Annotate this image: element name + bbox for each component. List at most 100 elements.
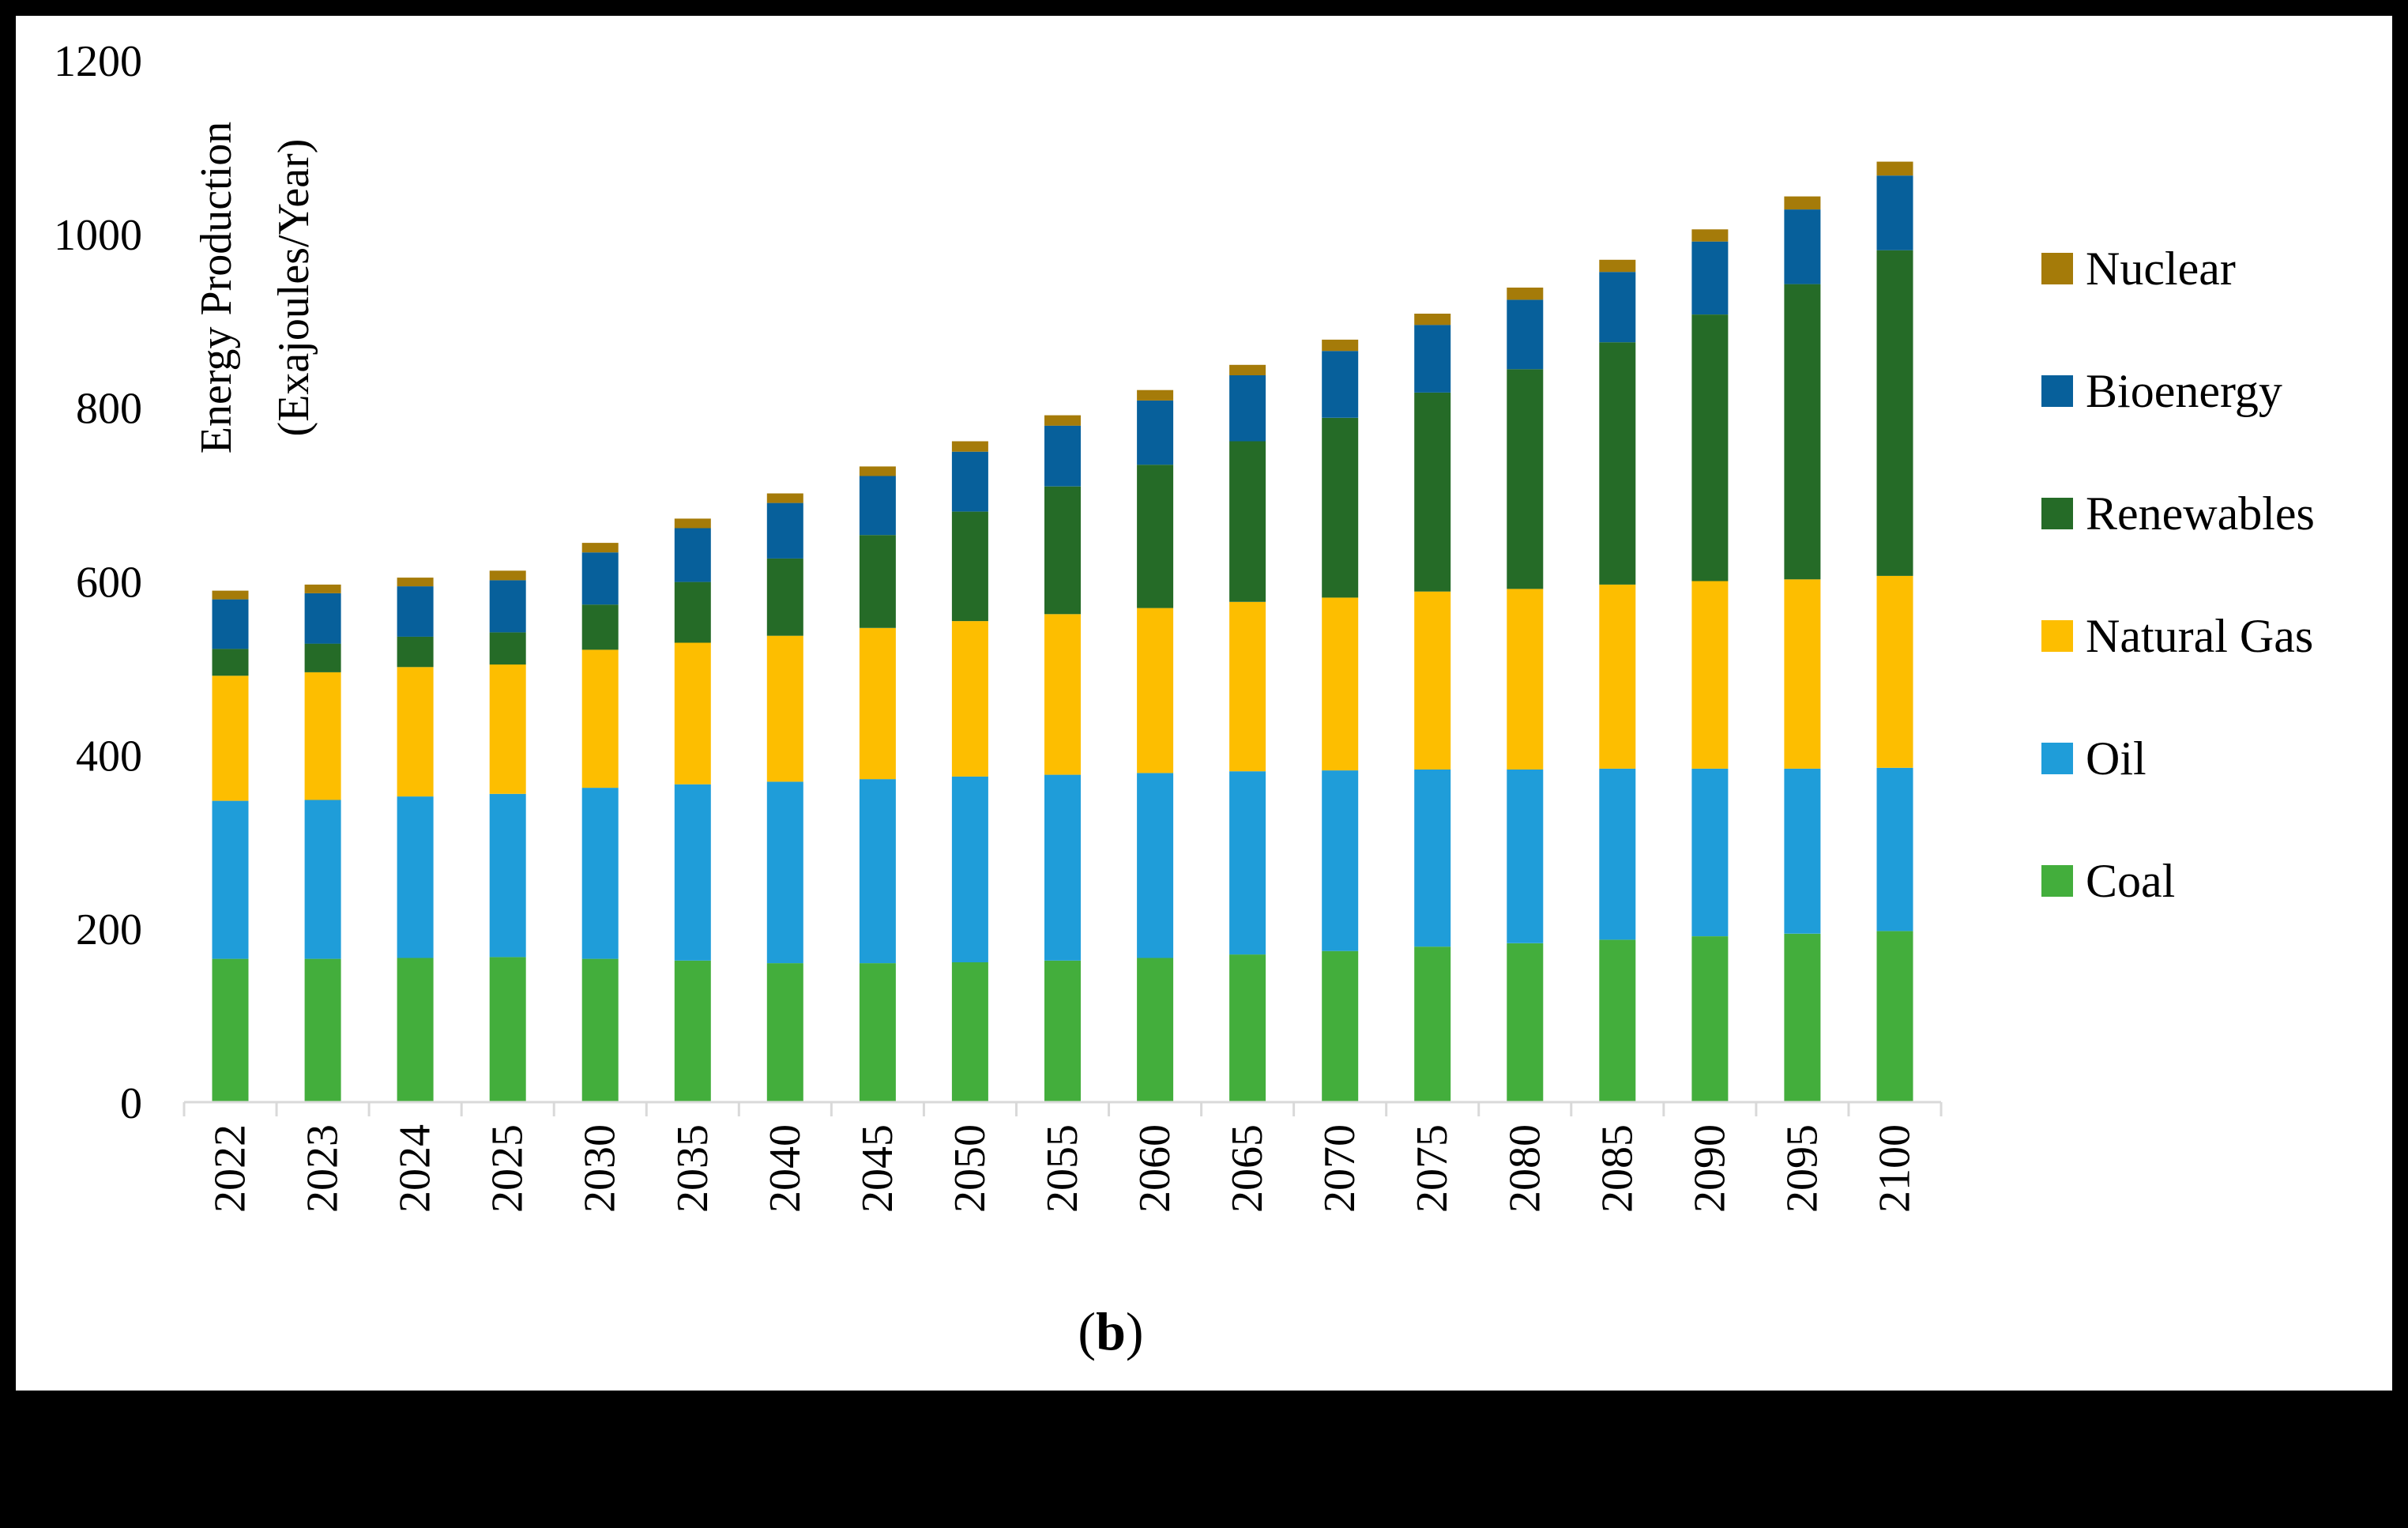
bar-oil-2085 [1599,768,1636,940]
y-axis-title: Energy Production (Exajoules/Year) [192,122,318,454]
bar-natural-gas-2090 [1691,581,1729,769]
bar-coal-2040 [766,963,803,1102]
bar-nuclear-2035 [674,518,711,529]
bar-natural-gas-2065 [1229,601,1266,772]
bar-coal-2065 [1229,954,1266,1102]
y-tick-label-0: 0 [120,1079,142,1128]
bar-bioenergy-2090 [1691,241,1729,314]
bar-natural-gas-2023 [304,672,341,800]
x-tick-label-2022: 2022 [206,1124,255,1213]
bar-group-2022 [212,590,249,1102]
bar-nuclear-2075 [1414,314,1451,326]
bar-coal-2095 [1784,933,1821,1102]
y-tick-label-1000: 1000 [54,211,142,260]
bar-oil-2040 [766,781,803,964]
bar-oil-2045 [859,779,896,964]
bar-coal-2035 [674,960,711,1102]
legend-label-bioenergy: Bioenergy [2086,365,2282,417]
bar-natural-gas-2060 [1137,608,1174,773]
bar-renewables-2045 [859,535,896,628]
panel-label-close-paren: ) [1126,1301,1144,1361]
bar-group-2030 [581,543,619,1102]
bar-bioenergy-2050 [951,451,988,512]
bar-natural-gas-2025 [489,664,526,794]
x-tick-label-2023: 2023 [299,1124,348,1213]
bar-oil-2055 [1044,774,1081,961]
bar-coal-2075 [1414,947,1451,1102]
x-tick-labels: 2022 2023 2024 2025 2030 2035 2040 2045 2050 2055… [206,1124,1920,1213]
x-tick-label-2080: 2080 [1500,1124,1549,1213]
x-tick-label-2065: 2065 [1223,1124,1272,1213]
bar-bioenergy-2065 [1229,375,1266,442]
bar-group-2025 [489,570,526,1102]
y-tick-labels: 0 200 400 600 800 1000 1200 [54,37,142,1128]
bar-group-2075 [1414,314,1451,1102]
bar-bioenergy-2080 [1507,299,1544,370]
bar-renewables-2024 [397,636,434,668]
bar-group-2070 [1322,339,1359,1102]
bar-renewables-2085 [1599,342,1636,585]
bar-nuclear-2030 [581,543,619,553]
x-tick-label-2100: 2100 [1871,1124,1920,1213]
bar-oil-2070 [1322,770,1359,951]
bar-coal-2055 [1044,960,1081,1102]
bar-bioenergy-2075 [1414,325,1451,393]
bar-oil-2022 [212,800,249,959]
bar-group-2095 [1784,196,1821,1102]
bar-nuclear-2040 [766,493,803,503]
bar-bioenergy-2060 [1137,400,1174,465]
bar-renewables-2075 [1414,393,1451,592]
bar-bioenergy-2035 [674,528,711,582]
bar-nuclear-2095 [1784,196,1821,210]
bar-renewables-2100 [1876,250,1913,576]
bar-natural-gas-2055 [1044,614,1081,775]
x-tick-label-2035: 2035 [668,1124,717,1213]
bar-group-2060 [1137,390,1174,1102]
legend-label-oil: Oil [2086,732,2147,785]
bar-group-2100 [1876,161,1913,1102]
bar-renewables-2040 [766,558,803,636]
bar-nuclear-2045 [859,466,896,476]
bar-coal-2090 [1691,936,1729,1102]
bar-natural-gas-2080 [1507,589,1544,770]
x-tick-label-2090: 2090 [1685,1124,1734,1213]
y-tick-label-1200: 1200 [54,37,142,86]
bar-natural-gas-2095 [1784,579,1821,769]
bar-coal-2023 [304,958,341,1102]
legend-label-natural-gas: Natural Gas [2086,610,2313,662]
y-tick-label-600: 600 [76,559,142,608]
bar-coal-2025 [489,957,526,1102]
x-tick-label-2024: 2024 [391,1124,440,1213]
bar-renewables-2070 [1322,417,1359,598]
legend-label-coal: Coal [2086,855,2175,907]
bar-bioenergy-2045 [859,476,896,536]
y-tick-label-400: 400 [76,732,142,781]
bar-renewables-2022 [212,649,249,676]
panel-label: (b) [1078,1301,1143,1361]
bar-oil-2075 [1414,770,1451,947]
bar-group-2024 [397,578,434,1102]
legend-swatch-bioenergy [2041,375,2073,407]
bar-bioenergy-2070 [1322,351,1359,418]
legend-swatch-oil [2041,743,2073,774]
bar-nuclear-2100 [1876,161,1913,176]
bar-oil-2100 [1876,767,1913,931]
x-tick-label-2040: 2040 [761,1124,810,1213]
bar-nuclear-2023 [304,584,341,593]
bar-group-2065 [1229,364,1266,1102]
bar-bioenergy-2022 [212,599,249,649]
legend-item-coal: Coal [2041,855,2175,907]
bar-oil-2035 [674,784,711,961]
x-tick-label-2070: 2070 [1315,1124,1364,1213]
bar-renewables-2025 [489,632,526,665]
bar-oil-2090 [1691,768,1729,936]
x-tick-label-2045: 2045 [853,1124,902,1213]
bar-coal-2024 [397,958,434,1102]
bar-bioenergy-2025 [489,580,526,633]
x-tick-label-2050: 2050 [946,1124,995,1213]
x-tick-marks [182,1102,1943,1116]
bar-nuclear-2085 [1599,259,1636,273]
bar-oil-2030 [581,788,619,959]
y-tick-label-200: 200 [76,905,142,954]
bar-oil-2060 [1137,773,1174,958]
